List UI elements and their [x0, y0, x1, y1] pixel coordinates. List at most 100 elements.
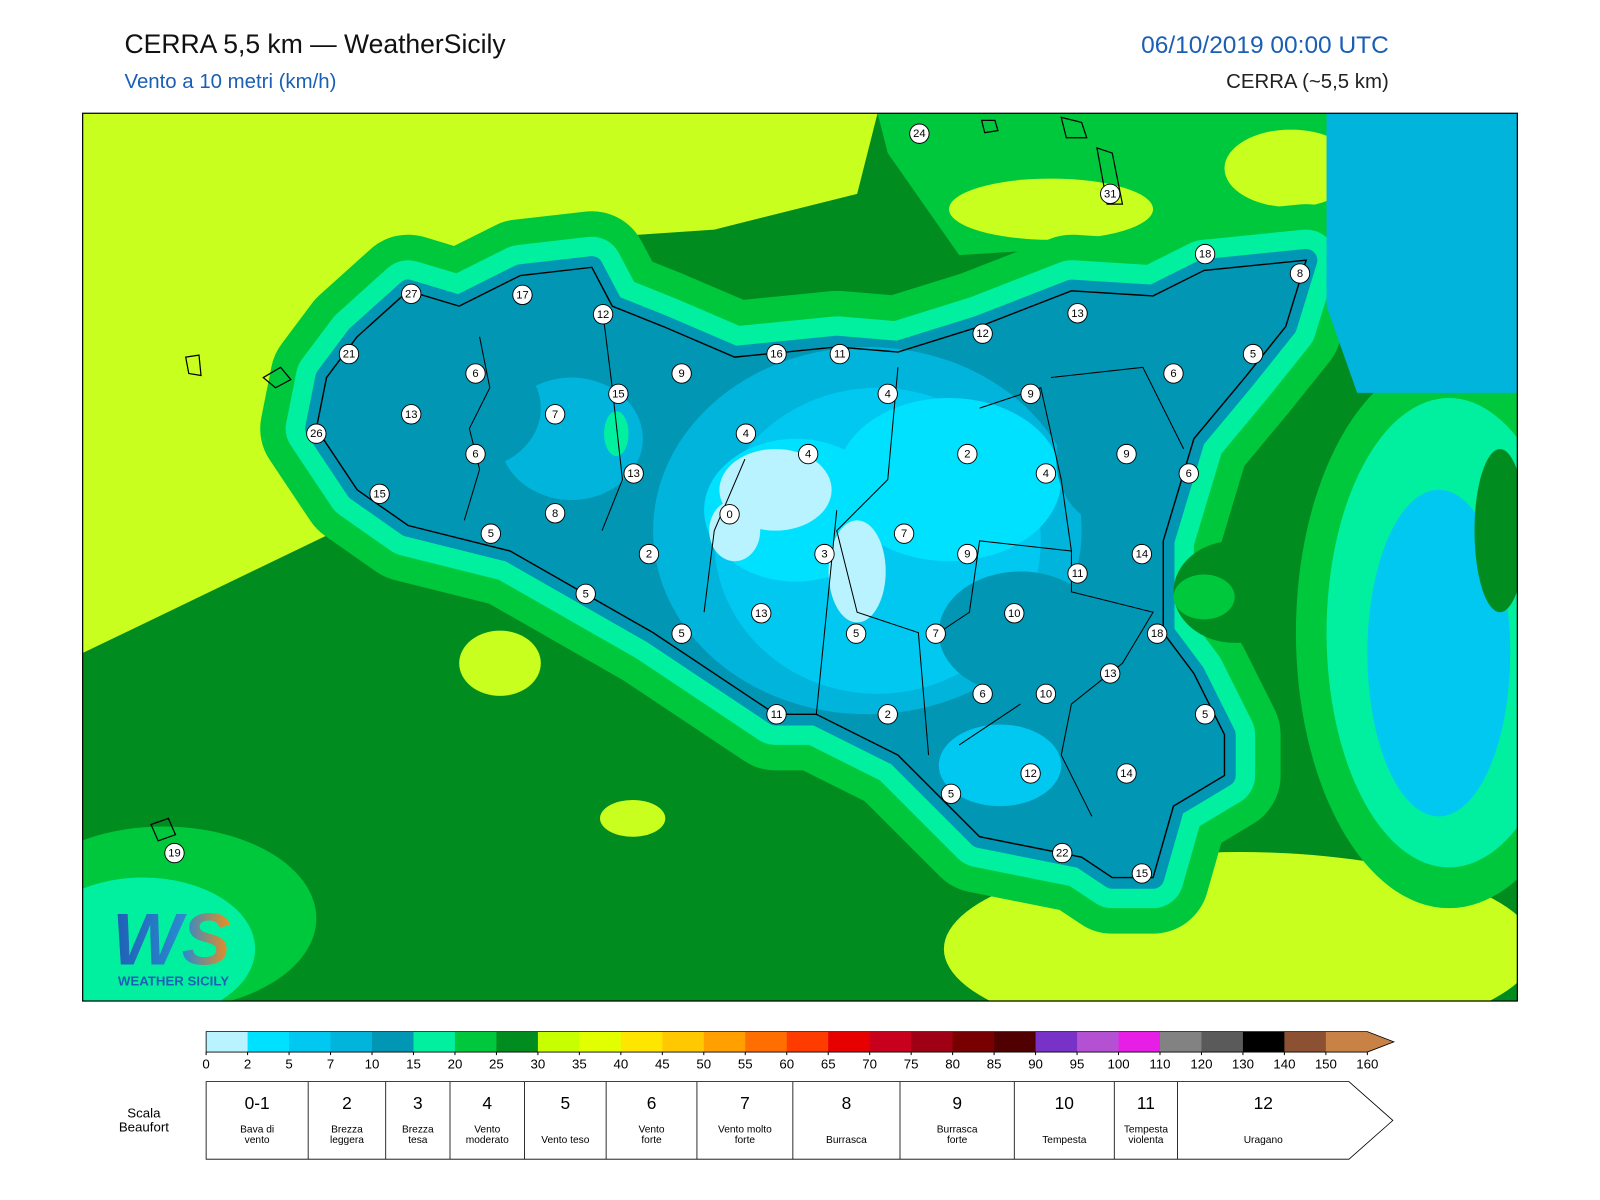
colorbar-segment: [206, 1031, 249, 1053]
beaufort-title: Scala: [127, 1105, 161, 1120]
colorbar-segment: [496, 1031, 539, 1053]
station-marker: [1146, 623, 1168, 644]
colorbar-segment: [1201, 1031, 1244, 1053]
colorbar-tick-label: 95: [1070, 1056, 1085, 1071]
colorbar-tick-label: 75: [904, 1056, 919, 1071]
station-value: 4: [885, 388, 891, 400]
station-value: 15: [1136, 868, 1148, 880]
station-value: 14: [1136, 549, 1148, 561]
colorbar-segment: [703, 1031, 746, 1053]
station-marker: [1052, 842, 1073, 864]
wind-field: [938, 724, 1062, 807]
station-value: 2: [885, 709, 891, 721]
colorbar-tick-label: 15: [406, 1056, 421, 1071]
station-value: 4: [805, 449, 811, 461]
wind-field: [1474, 449, 1518, 613]
beaufort-description: Vento molto: [718, 1125, 772, 1136]
station-marker: [1194, 243, 1216, 265]
station-value: 6: [1186, 468, 1192, 480]
colorbar-tick-label: 110: [1149, 1056, 1170, 1071]
station-marker: [1020, 763, 1041, 784]
beaufort-description: Bava di: [240, 1125, 274, 1136]
station-value: 13: [1071, 308, 1083, 320]
wind-field: [397, 346, 541, 470]
station-marker: [1100, 183, 1121, 205]
station-marker: [338, 343, 360, 365]
colorbar-segment: [454, 1031, 497, 1053]
station-value: 6: [472, 449, 478, 461]
beaufort-description: Brezza: [331, 1125, 363, 1136]
station-value: 7: [933, 628, 939, 640]
station-marker: [957, 443, 978, 465]
station-value: 26: [310, 428, 322, 440]
beaufort-number: 11: [1137, 1093, 1155, 1113]
wind-field: [1326, 113, 1518, 393]
station-value: 22: [1056, 848, 1068, 860]
beaufort-description: violenta: [1128, 1135, 1163, 1146]
station-marker: [401, 283, 422, 305]
station-value: 12: [597, 309, 609, 321]
beaufort-description: Burrasca: [937, 1125, 978, 1136]
beaufort-description: Tempesta: [1124, 1125, 1169, 1136]
station-value: 18: [1199, 249, 1211, 261]
station-value: 5: [679, 628, 685, 640]
station-marker: [306, 423, 327, 444]
beaufort-description: forte: [947, 1135, 968, 1146]
colorbar-segment: [537, 1031, 580, 1053]
colorbar-tick-label: 55: [738, 1056, 753, 1071]
beaufort-number: 5: [560, 1093, 570, 1113]
beaufort-description: Burrasca: [826, 1135, 867, 1146]
station-value: 8: [552, 508, 558, 520]
wind-field: [82, 877, 256, 1002]
colorbar-tick-label: 160: [1356, 1056, 1378, 1071]
station-marker: [369, 483, 390, 505]
beaufort-title: Beaufort: [119, 1120, 169, 1135]
colorbar-segment: [1159, 1031, 1202, 1053]
station-marker: [1100, 663, 1121, 684]
station-value: 4: [743, 428, 749, 440]
wind-field: [459, 630, 541, 696]
small-islands: [150, 116, 1124, 842]
colorbar-outline: [205, 1031, 1396, 1053]
station-marker: [877, 704, 898, 725]
colorbar-tick-label: 60: [779, 1056, 794, 1071]
station-marker: [829, 343, 850, 365]
station-value: 24: [913, 128, 925, 140]
station-marker: [1163, 363, 1184, 384]
station-marker: [608, 383, 629, 405]
station-value: 17: [516, 289, 528, 301]
colorbar-tick-label: 7: [327, 1056, 334, 1071]
station-value: 6: [472, 368, 478, 380]
beaufort-number: 8: [842, 1093, 852, 1113]
station-value: 7: [901, 528, 907, 540]
colorbar-tick-label: 130: [1232, 1056, 1254, 1071]
beaufort-description: leggera: [330, 1135, 364, 1146]
station-marker: [719, 504, 740, 525]
station-value: 27: [405, 288, 417, 300]
station-value: 12: [1024, 768, 1036, 780]
wind-field: [938, 571, 1103, 694]
colorbar-tick-label: 35: [572, 1056, 587, 1071]
beaufort-description: tesa: [408, 1135, 428, 1146]
beaufort-description: Brezza: [402, 1125, 434, 1136]
station-value: 9: [1027, 388, 1033, 400]
colorbar-tick-label: 10: [365, 1056, 380, 1071]
colorbar-segment: [952, 1031, 995, 1053]
colorbar-tick-label: 45: [655, 1056, 670, 1071]
station-value: 10: [1040, 688, 1052, 700]
station-value: 5: [488, 528, 494, 540]
station-marker: [671, 623, 692, 644]
colorbar-segment: [745, 1031, 788, 1053]
station-marker: [544, 503, 566, 524]
station-value: 11: [834, 349, 846, 361]
station-value: 8: [1297, 268, 1303, 280]
station-marker: [512, 284, 533, 306]
colorbar-segment: [247, 1031, 290, 1053]
colorbar-tick-label: 90: [1028, 1056, 1043, 1071]
station-marker: [592, 304, 614, 325]
title: CERRA 5,5 km — WeatherSicily: [124, 29, 506, 59]
